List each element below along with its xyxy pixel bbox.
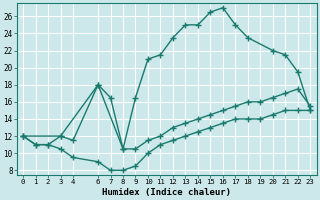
X-axis label: Humidex (Indice chaleur): Humidex (Indice chaleur) <box>102 188 231 197</box>
